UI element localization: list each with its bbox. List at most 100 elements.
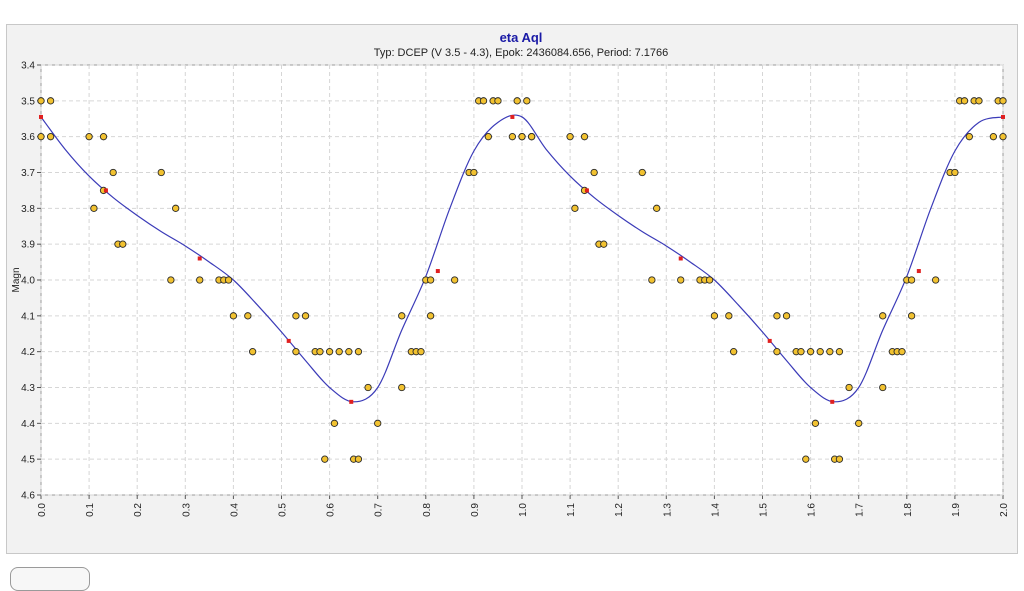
x-tick-label: 1.1 [566, 503, 577, 517]
y-tick-label: 3.5 [21, 96, 35, 107]
observation-point [172, 204, 180, 212]
observation-point [518, 133, 526, 141]
fit-point-marker [435, 269, 440, 274]
observation-point [965, 133, 973, 141]
observation-point [705, 276, 714, 284]
observation-point [797, 348, 805, 356]
observation-point [244, 312, 252, 320]
y-tick-label: 4.5 [21, 455, 35, 466]
observation-point [835, 455, 844, 463]
observation-point [845, 383, 853, 392]
observation-point [855, 419, 863, 427]
observation-point [325, 348, 334, 356]
observation-point [590, 168, 598, 177]
observation-point [292, 348, 300, 356]
x-tick-label: 1.4 [710, 503, 721, 517]
observation-point [898, 348, 906, 356]
observation-point [196, 276, 204, 284]
fit-point-marker [916, 269, 921, 274]
observation-point [398, 383, 406, 392]
observation-point [301, 312, 310, 320]
x-tick-label: 0.7 [374, 503, 385, 517]
observation-point [119, 240, 127, 248]
x-tick-label: 0.8 [422, 503, 433, 517]
observation-point [508, 133, 517, 141]
y-tick-label: 4.4 [21, 419, 35, 430]
observation-point [494, 97, 502, 105]
y-tick-label: 4.1 [21, 311, 35, 322]
observation-point [248, 348, 257, 356]
observation-point [321, 455, 329, 463]
observation-point [470, 168, 478, 177]
observation-point [960, 97, 969, 105]
x-tick-label: 0.2 [133, 503, 144, 517]
observation-point [907, 312, 916, 320]
observation-point [523, 97, 531, 105]
observation-point [417, 348, 425, 356]
observation-point [90, 204, 98, 212]
x-tick-label: 1.2 [614, 503, 625, 517]
fit-point-marker [584, 188, 589, 193]
observation-point [653, 204, 661, 212]
y-tick-label: 3.9 [21, 240, 35, 251]
observation-point [999, 97, 1007, 105]
observation-point [806, 348, 815, 356]
y-tick-label: 4.2 [21, 347, 35, 358]
observation-point [638, 168, 646, 177]
observation-point [330, 419, 339, 427]
y-tick-label: 3.7 [21, 168, 35, 179]
observation-point [109, 168, 117, 177]
observation-point [46, 133, 55, 141]
y-tick-label: 3.4 [21, 61, 35, 72]
observation-point [773, 312, 781, 320]
fit-curve-line [40, 114, 1004, 403]
y-tick-label: 4.0 [21, 276, 35, 287]
observation-point [580, 133, 589, 141]
observation-point [879, 312, 887, 320]
observation-point [479, 97, 488, 105]
observation-point [513, 97, 521, 105]
observation-point [229, 312, 238, 320]
observation-point [782, 312, 791, 320]
y-tick-label: 3.8 [21, 204, 35, 215]
observation-point [566, 133, 574, 141]
x-tick-label: 2.0 [999, 503, 1010, 517]
y-tick-label: 3.6 [21, 132, 35, 143]
observation-point [975, 97, 983, 105]
observation-point [951, 168, 959, 177]
chart-title: eta Aql [500, 30, 543, 45]
observation-point [374, 419, 382, 427]
y-axis-label: Magn [11, 267, 22, 292]
observation-point [46, 97, 55, 105]
observation-point [648, 276, 656, 284]
observation-point [426, 276, 435, 284]
x-tick-label: 0.5 [278, 503, 289, 517]
observation-point [364, 383, 372, 392]
x-tick-label: 1.7 [855, 503, 866, 517]
observation-point [99, 133, 108, 141]
x-tick-label: 0.4 [229, 503, 240, 517]
x-tick-label: 1.6 [807, 503, 818, 517]
observation-point [85, 133, 93, 141]
y-tick-label: 4.3 [21, 383, 35, 394]
action-button[interactable] [10, 567, 90, 591]
x-tick-label: 0.9 [470, 503, 481, 517]
observation-point [710, 312, 719, 320]
x-tick-label: 0.1 [85, 503, 96, 517]
fit-point-marker [1001, 114, 1005, 119]
observation-point [989, 133, 998, 141]
fit-point-marker [349, 399, 354, 404]
x-tick-label: 1.9 [951, 503, 962, 517]
observation-point [725, 312, 733, 320]
observation-point [835, 348, 844, 356]
observation-point [527, 133, 536, 141]
observation-point [335, 348, 343, 356]
observation-point [167, 276, 175, 284]
y-tick-label: 4.6 [21, 491, 35, 502]
observation-point [677, 276, 685, 284]
fit-point-marker [39, 114, 43, 119]
x-tick-label: 1.3 [662, 503, 673, 517]
observation-point [773, 348, 781, 356]
observation-point [345, 348, 353, 356]
observation-point [37, 97, 45, 105]
